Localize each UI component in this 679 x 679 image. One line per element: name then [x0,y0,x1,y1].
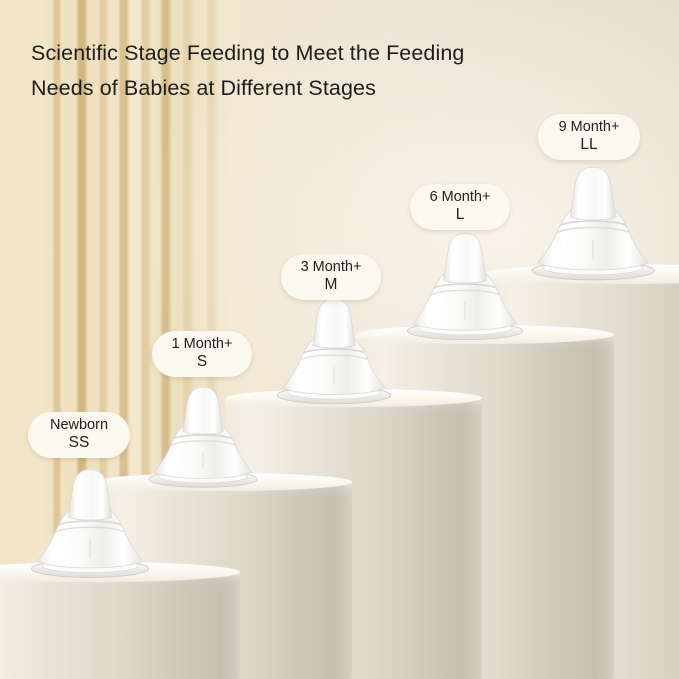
stage-age-text: Newborn [49,417,109,434]
nipple-9-month-ll [522,160,664,282]
nipple-6-month-l [398,226,532,342]
pedestal-body [0,572,240,679]
title-line-1: Scientific Stage Feeding to Meet the Fee… [31,41,465,65]
nipple-newborn-ss [22,462,158,580]
stage-size-text: LL [580,135,598,153]
stage-age-text: 6 Month+ [429,189,491,206]
stage-label-3-month-m: 3 Month+ M [281,254,381,300]
stage-label-9-month-ll: 9 Month+ LL [538,114,640,160]
stage-label-6-month-l: 6 Month+ L [410,184,510,230]
stage-size-text: L [455,205,465,223]
page-title: Scientific Stage Feeding to Meet the Fee… [31,36,551,106]
stage-size-text: SS [68,433,90,451]
nipple-3-month-m [268,292,400,406]
stage-age-text: 1 Month+ [171,336,233,353]
nipple-1-month-s [140,380,266,490]
stage-age-text: 3 Month+ [300,259,362,276]
stage-label-1-month-s: 1 Month+ S [152,331,252,377]
stage-age-text: 9 Month+ [558,119,620,136]
stage-label-newborn-ss: Newborn SS [28,412,130,458]
stage-size-text: S [196,352,208,370]
pedestal-newborn-ss [0,562,240,679]
title-line-2: Needs of Babies at Different Stages [31,75,376,100]
stage-size-text: M [324,275,338,293]
